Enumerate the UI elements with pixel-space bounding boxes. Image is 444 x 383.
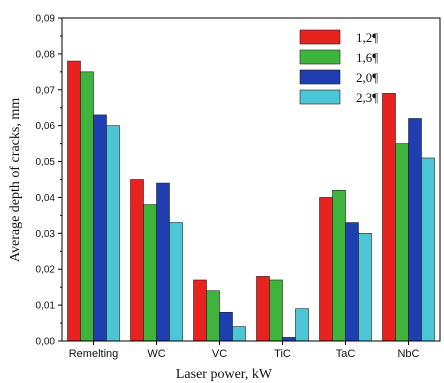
- bar-remelting-series-3: [94, 115, 107, 341]
- y-tick-label: 0,03: [36, 229, 56, 240]
- bar-vc-series-1: [194, 280, 207, 341]
- legend-swatch-2: [300, 50, 340, 64]
- y-tick-label: 0,02: [36, 265, 56, 276]
- y-tick-label: 0,07: [36, 85, 56, 96]
- x-tick-label: TaC: [336, 348, 356, 360]
- bar-remelting-series-4: [107, 126, 120, 341]
- bar-remelting-series-2: [81, 72, 94, 341]
- legend-label-2: 1,6¶: [356, 50, 378, 65]
- bar-tic-series-4: [296, 309, 309, 341]
- bar-nbc-series-2: [396, 144, 409, 341]
- x-axis-title: Laser power, kW: [176, 367, 273, 382]
- y-tick-label: 0,06: [36, 121, 56, 132]
- y-tick-label: 0,09: [36, 14, 56, 25]
- bar-wc-series-1: [131, 180, 144, 342]
- bar-remelting-series-1: [68, 61, 81, 341]
- bar-nbc-series-1: [383, 93, 396, 341]
- x-tick-label: NbC: [397, 348, 419, 360]
- bar-tac-series-2: [333, 190, 346, 341]
- bar-nbc-series-3: [409, 118, 422, 341]
- x-tick-label: TiC: [274, 348, 291, 360]
- legend-swatch-4: [300, 90, 340, 104]
- bar-vc-series-4: [233, 327, 246, 341]
- y-tick-label: 0,04: [36, 193, 56, 204]
- y-tick-label: 0,05: [36, 157, 56, 168]
- bars-group: [68, 61, 435, 341]
- bar-vc-series-2: [207, 291, 220, 341]
- y-tick-label: 0,08: [36, 49, 56, 60]
- bar-tac-series-3: [346, 223, 359, 341]
- y-axis-title: Average depth of cracks, mm: [8, 98, 23, 262]
- y-tick-label: 0,01: [36, 301, 56, 312]
- legend-swatch-3: [300, 70, 340, 84]
- x-tick-label: VC: [212, 348, 227, 360]
- legend: 1,2¶ 1,6¶ 2,0¶ 2,3¶: [300, 30, 378, 105]
- legend-label-3: 2,0¶: [356, 70, 378, 85]
- bar-wc-series-2: [144, 205, 157, 341]
- y-tick-label: 0,00: [36, 337, 56, 348]
- x-tick-label: WC: [147, 348, 165, 360]
- legend-label-4: 2,3¶: [356, 90, 378, 105]
- bar-tac-series-4: [359, 233, 372, 341]
- bar-nbc-series-4: [422, 158, 435, 341]
- bar-vc-series-3: [220, 312, 233, 341]
- bar-tic-series-2: [270, 280, 283, 341]
- bar-tac-series-1: [320, 197, 333, 341]
- legend-swatch-1: [300, 30, 340, 44]
- legend-label-1: 1,2¶: [356, 30, 378, 45]
- x-tick-label: Remelting: [69, 348, 119, 360]
- bar-tic-series-1: [257, 276, 270, 341]
- bar-wc-series-4: [170, 223, 183, 341]
- bar-tic-series-3: [283, 337, 296, 341]
- bar-wc-series-3: [157, 183, 170, 341]
